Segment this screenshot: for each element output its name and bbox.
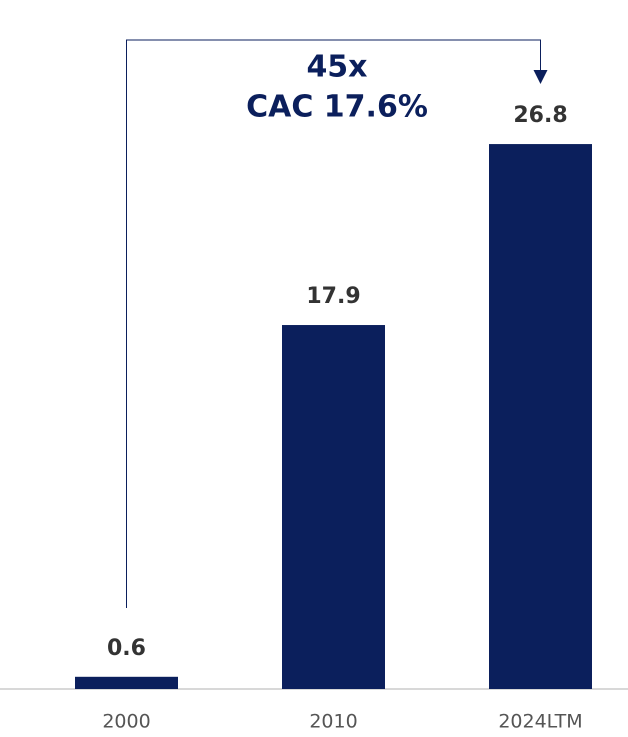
data-label: 17.9 — [306, 284, 360, 309]
annotation: 45x — [306, 50, 367, 85]
data-label: 0.6 — [107, 636, 146, 661]
x-tick-label: 2000 — [102, 711, 150, 733]
bracket — [126, 39, 541, 608]
annotation: CAC 17.6% — [246, 90, 428, 125]
bar — [75, 676, 178, 689]
x-tick-label: 2024LTM — [498, 711, 582, 733]
data-label: 26.8 — [513, 103, 567, 128]
x-tick-label: 2010 — [309, 711, 357, 733]
bar — [282, 325, 385, 689]
bar — [489, 144, 592, 690]
arrowhead — [533, 70, 548, 84]
